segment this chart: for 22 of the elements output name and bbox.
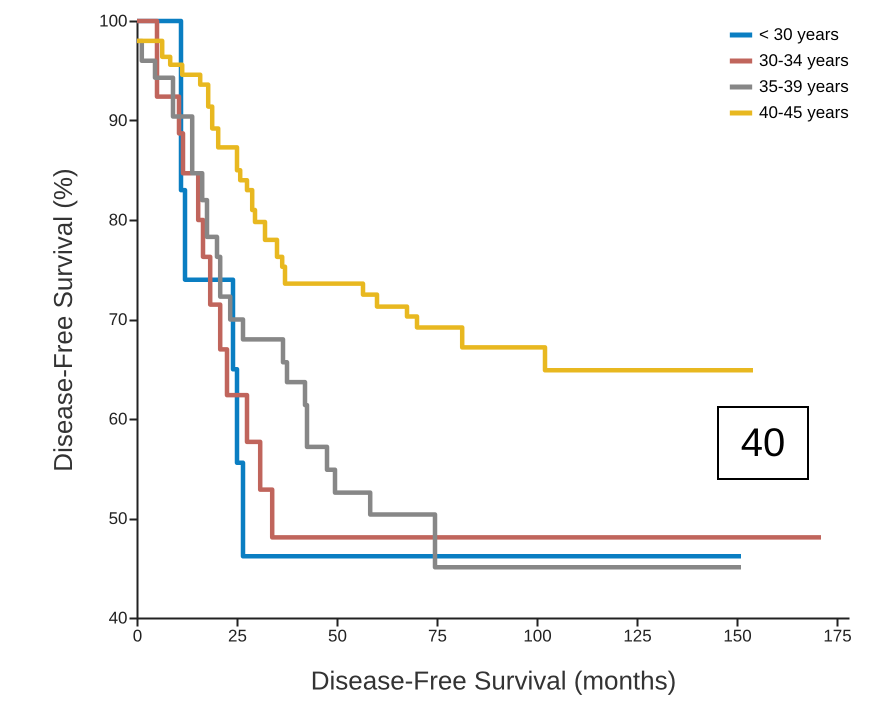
x-tick-label: 175: [823, 626, 852, 646]
y-tick-label: 70: [108, 310, 128, 329]
legend-label: 40-45 years: [759, 103, 849, 122]
y-tick-label: 100: [99, 12, 128, 30]
x-tick-label: 150: [723, 626, 752, 646]
panel-number-box: 40: [717, 406, 809, 480]
x-tick-label: 100: [523, 626, 552, 646]
x-axis-title: Disease-Free Survival (months): [310, 666, 676, 696]
legend-label: 30-34 years: [759, 51, 849, 70]
y-tick-label: 90: [108, 111, 128, 130]
y-tick-label: 80: [108, 210, 128, 230]
x-tick-label: 0: [132, 626, 142, 646]
x-tick-label: 25: [228, 626, 247, 646]
y-axis-title: Disease-Free Survival (%): [48, 168, 78, 472]
x-tick-label: 50: [328, 626, 347, 646]
y-tick-label: 60: [108, 410, 128, 428]
legend-label: 35-39 years: [759, 77, 849, 96]
y-tick-label: 40: [108, 608, 128, 628]
x-tick-label: 75: [428, 626, 447, 646]
y-tick-label: 50: [108, 509, 128, 528]
x-tick-label: 125: [623, 626, 652, 646]
legend-label: < 30 years: [759, 25, 839, 44]
